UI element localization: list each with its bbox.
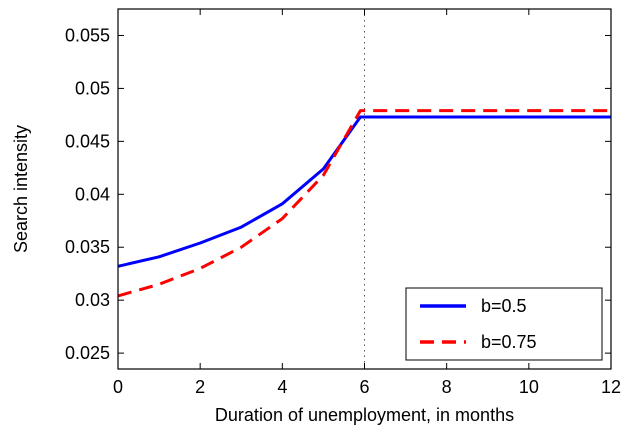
x-tick-label: 10 <box>519 377 539 397</box>
x-tick-label: 4 <box>277 377 287 397</box>
y-tick-label: 0.045 <box>65 131 110 151</box>
y-axis-label: Search intensity <box>11 125 31 253</box>
series-line-b-0-75 <box>117 109 611 298</box>
series-line-b-0-5 <box>117 115 611 268</box>
legend: b=0.5 b=0.75 <box>405 287 603 361</box>
x-tick-label: 2 <box>195 377 205 397</box>
y-axis: 0.025 0.03 0.035 0.04 0.045 0.05 0.055 <box>65 25 611 363</box>
y-tick-label: 0.04 <box>75 184 110 204</box>
x-tick-label: 12 <box>601 377 621 397</box>
legend-label-b-0-75: b=0.75 <box>481 332 537 352</box>
x-tick-label: 6 <box>359 377 369 397</box>
x-axis: 0 2 4 6 8 10 12 <box>113 9 621 397</box>
x-tick-label: 8 <box>442 377 452 397</box>
y-tick-label: 0.03 <box>75 290 110 310</box>
y-tick-label: 0.025 <box>65 343 110 363</box>
y-tick-label: 0.035 <box>65 237 110 257</box>
x-tick-label: 0 <box>113 377 123 397</box>
y-tick-label: 0.055 <box>65 25 110 45</box>
x-axis-label: Duration of unemployment, in months <box>215 405 514 425</box>
legend-box <box>405 287 603 361</box>
series-layer <box>117 109 611 298</box>
legend-label-b-0-5: b=0.5 <box>481 296 527 316</box>
y-tick-label: 0.05 <box>75 78 110 98</box>
